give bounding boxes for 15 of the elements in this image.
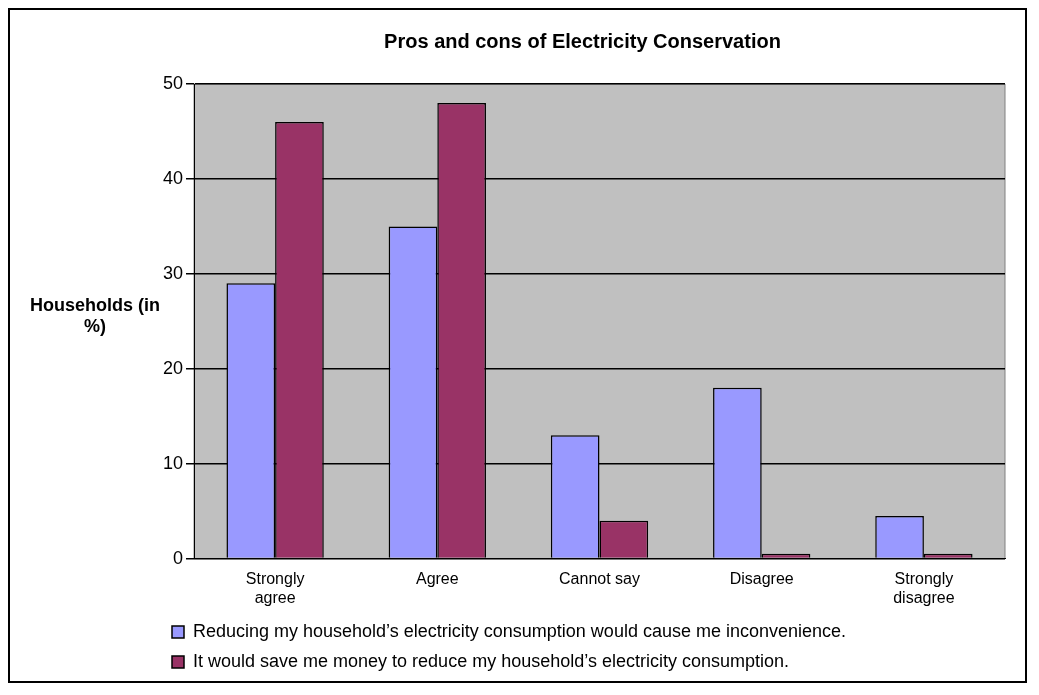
chart-title: Pros and cons of Electricity Conservation [384, 29, 781, 52]
x-tick-label: Cannot say [559, 569, 640, 587]
y-tick-label: 50 [162, 72, 184, 93]
y-tick-label: 40 [162, 167, 184, 188]
x-tick-label: Strongly disagree [893, 569, 955, 606]
y-tick-label: 30 [162, 262, 184, 283]
legend-label: It would save me money to reduce my household’s electricity consumption. [193, 650, 789, 671]
y-axis-title: Households (in %) [30, 295, 160, 337]
y-tick-label: 20 [162, 357, 184, 378]
y-tick-label: 10 [162, 452, 184, 473]
x-tick-label: Strongly agree [245, 569, 305, 606]
x-tick-label: Disagree [729, 569, 794, 587]
x-tick-label: Agree [415, 569, 459, 587]
legend-label: Reducing my household’s electricity consumption would cause me inconvenience. [193, 620, 847, 641]
y-tick-label: 0 [173, 547, 184, 568]
